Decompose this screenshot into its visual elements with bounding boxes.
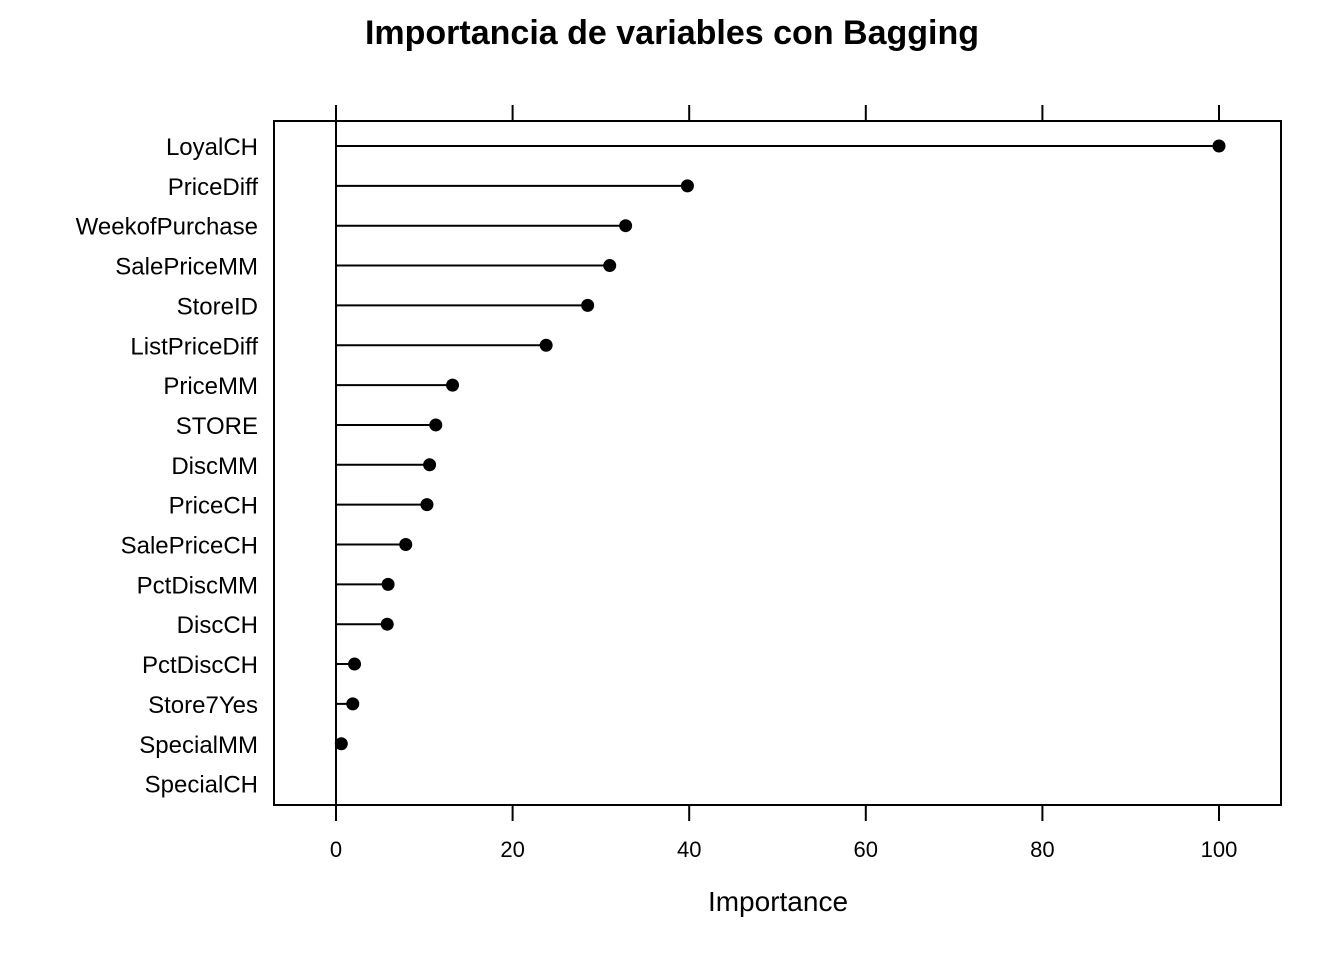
x-tick-label: 40 bbox=[677, 837, 701, 862]
data-point bbox=[680, 179, 694, 193]
data-point bbox=[381, 577, 395, 591]
category-label: SalePriceCH bbox=[121, 533, 258, 560]
category-label: SalePriceMM bbox=[115, 254, 258, 281]
category-label: STORE bbox=[176, 413, 258, 440]
x-tick-label: 80 bbox=[1030, 837, 1054, 862]
data-point bbox=[619, 219, 633, 233]
data-point bbox=[581, 298, 595, 312]
plot-frame bbox=[273, 120, 1282, 806]
category-label: PriceCH bbox=[169, 493, 258, 520]
category-label: WeekofPurchase bbox=[76, 214, 258, 241]
category-label: PriceMM bbox=[163, 373, 258, 400]
category-label: PctDiscMM bbox=[137, 572, 258, 599]
data-point bbox=[423, 458, 437, 472]
category-label: Store7Yes bbox=[148, 692, 258, 719]
x-tick-label: 100 bbox=[1201, 837, 1238, 862]
data-point bbox=[334, 737, 348, 751]
plot-marks bbox=[334, 121, 1226, 805]
x-axis-label: Importance bbox=[708, 886, 848, 917]
data-point bbox=[603, 259, 617, 273]
data-point bbox=[399, 538, 413, 551]
data-point bbox=[446, 378, 460, 392]
x-axis: 0 20 40 60 80 100 bbox=[330, 805, 1237, 862]
category-label: DiscMM bbox=[171, 453, 258, 480]
data-point bbox=[429, 418, 443, 432]
category-label: PctDiscCH bbox=[142, 652, 258, 679]
category-label: DiscCH bbox=[177, 612, 258, 639]
chart-title: Importancia de variables con Bagging bbox=[365, 14, 979, 52]
data-point bbox=[539, 338, 553, 352]
x-tick-label: 20 bbox=[500, 837, 524, 862]
category-label: ListPriceDiff bbox=[130, 333, 258, 360]
y-axis-labels: LoyalCH PriceDiff WeekofPurchase SalePriceM… bbox=[76, 134, 259, 799]
category-label: StoreID bbox=[177, 293, 258, 320]
category-label: PriceDiff bbox=[168, 174, 259, 201]
x-tick-label: 0 bbox=[330, 837, 342, 862]
top-axis-ticks bbox=[335, 105, 1220, 121]
data-point bbox=[348, 657, 362, 671]
data-point bbox=[420, 498, 434, 512]
x-tick-label: 60 bbox=[854, 837, 878, 862]
data-point bbox=[380, 617, 394, 631]
category-label: LoyalCH bbox=[166, 134, 258, 161]
data-point bbox=[1212, 139, 1226, 153]
category-label: SpecialMM bbox=[139, 732, 258, 759]
data-point bbox=[346, 697, 360, 711]
category-label: SpecialCH bbox=[145, 772, 258, 799]
